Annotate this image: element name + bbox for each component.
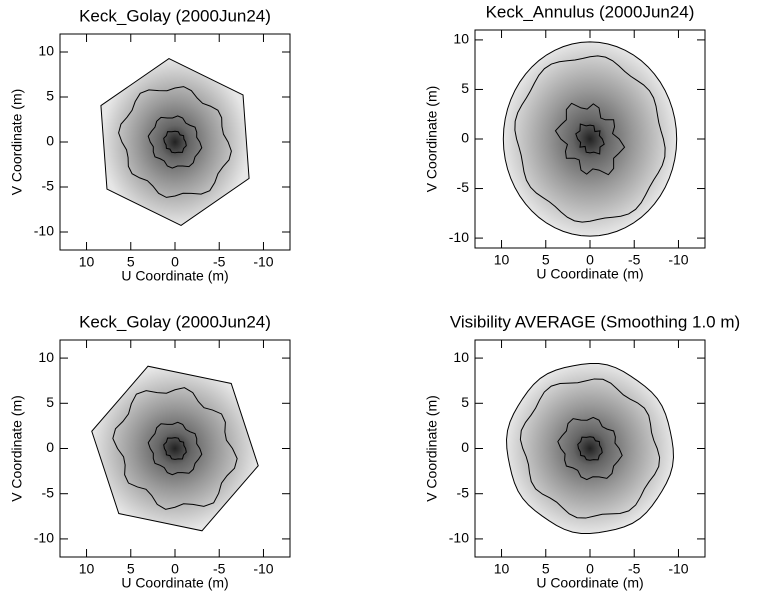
y-tick-label: 5 <box>461 394 469 410</box>
y-tick-label: 5 <box>46 88 54 104</box>
y-tick-label: 10 <box>453 349 469 365</box>
x-tick-label: 10 <box>494 252 510 268</box>
panel: Keck_Golay (2000Jun24) U Coordinate (m) V … <box>9 312 291 591</box>
y-tick-label: 0 <box>461 130 469 146</box>
contour-line <box>163 130 187 154</box>
y-tick-label: 5 <box>461 80 469 96</box>
x-tick-label: 5 <box>542 561 550 577</box>
x-tick-label: 10 <box>79 254 95 270</box>
y-tick-label: 0 <box>46 133 54 149</box>
x-tick-label: -10 <box>253 254 273 270</box>
y-axis-label: V Coordinate (m) <box>9 89 25 196</box>
panel-title: Keck_Annulus (2000Jun24) <box>486 2 695 21</box>
x-tick-label: -5 <box>213 254 226 270</box>
contour-line <box>118 86 232 198</box>
visibility-map <box>502 41 678 237</box>
x-tick-label: 5 <box>127 254 135 270</box>
contour-line <box>163 437 187 460</box>
x-tick-label: -10 <box>253 561 273 577</box>
x-tick-label: -10 <box>668 561 688 577</box>
y-tick-label: -10 <box>34 223 54 239</box>
x-tick-label: 0 <box>586 561 594 577</box>
y-tick-label: 0 <box>461 439 469 455</box>
contour-line <box>112 387 238 510</box>
y-tick-label: -5 <box>42 484 55 500</box>
y-axis-label: V Coordinate (m) <box>424 395 440 502</box>
panel-title: Keck_Golay (2000Jun24) <box>79 312 271 331</box>
contour-line <box>514 55 666 223</box>
x-axis-label: U Coordinate (m) <box>536 266 643 282</box>
y-tick-label: 10 <box>453 31 469 47</box>
y-tick-label: -10 <box>34 530 54 546</box>
panel: Keck_Golay (2000Jun24) U Coordinate (m) V … <box>9 6 291 284</box>
contour-line <box>147 115 203 169</box>
x-tick-label: 0 <box>586 252 594 268</box>
x-tick-label: 10 <box>494 561 510 577</box>
x-tick-label: -5 <box>628 252 641 268</box>
contour-line <box>575 123 605 155</box>
panel-title: Keck_Golay (2000Jun24) <box>79 6 271 25</box>
x-axis-label: U Coordinate (m) <box>121 575 228 591</box>
x-tick-label: -5 <box>213 561 226 577</box>
x-axis-label: U Coordinate (m) <box>536 575 643 591</box>
y-tick-label: 10 <box>38 43 54 59</box>
x-tick-label: 0 <box>171 561 179 577</box>
y-axis-label: V Coordinate (m) <box>424 86 440 193</box>
x-tick-label: 0 <box>171 254 179 270</box>
x-tick-label: 5 <box>542 252 550 268</box>
y-tick-label: 10 <box>38 349 54 365</box>
contour-line <box>557 416 623 481</box>
y-tick-label: -5 <box>457 179 470 195</box>
panel-title: Visibility AVERAGE (Smoothing 1.0 m) <box>450 312 740 331</box>
contour-line <box>554 102 626 176</box>
contour-line <box>147 421 203 476</box>
contour-line <box>577 436 603 461</box>
x-tick-label: 10 <box>79 561 95 577</box>
visibility-map <box>100 57 250 227</box>
contour-line <box>519 378 661 519</box>
x-tick-label: 5 <box>127 561 135 577</box>
y-tick-label: -10 <box>449 229 469 245</box>
y-tick-label: 5 <box>46 394 54 410</box>
panel: Visibility AVERAGE (Smoothing 1.0 m) U Co… <box>424 312 740 590</box>
panel: Keck_Annulus (2000Jun24) U Coordinate (m)… <box>424 2 706 282</box>
y-tick-label: 0 <box>46 439 54 455</box>
visibility-map <box>91 365 259 532</box>
y-tick-label: -10 <box>449 530 469 546</box>
y-axis-label: V Coordinate (m) <box>9 395 25 502</box>
y-tick-label: -5 <box>457 484 470 500</box>
visibility-map <box>506 363 674 534</box>
x-tick-label: -10 <box>668 252 688 268</box>
y-tick-label: -5 <box>42 178 55 194</box>
x-axis-label: U Coordinate (m) <box>121 268 228 284</box>
x-tick-label: -5 <box>628 561 641 577</box>
